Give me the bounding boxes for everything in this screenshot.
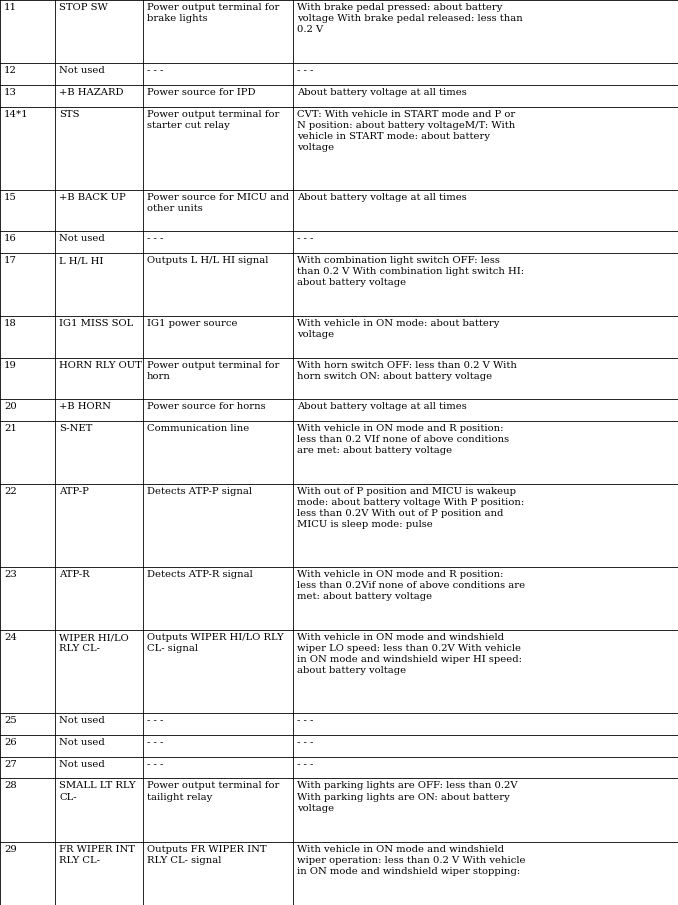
Text: With combination light switch OFF: less
than 0.2 V With combination light switch: With combination light switch OFF: less … xyxy=(297,256,524,287)
Text: Detects ATP-P signal: Detects ATP-P signal xyxy=(147,487,252,496)
Text: 28: 28 xyxy=(4,782,17,790)
Text: Power source for horns: Power source for horns xyxy=(147,402,266,411)
Text: About battery voltage at all times: About battery voltage at all times xyxy=(297,402,466,411)
Text: 26: 26 xyxy=(4,738,17,747)
Text: 22: 22 xyxy=(4,487,17,496)
Text: Power output terminal for
horn: Power output terminal for horn xyxy=(147,360,279,381)
Text: - - -: - - - xyxy=(147,66,163,75)
Text: - - -: - - - xyxy=(147,234,163,243)
Text: 24: 24 xyxy=(4,634,17,642)
Text: 25: 25 xyxy=(4,716,17,725)
Text: - - -: - - - xyxy=(147,759,163,768)
Text: +B BACK UP: +B BACK UP xyxy=(59,193,125,202)
Text: - - -: - - - xyxy=(297,716,313,725)
Text: FR WIPER INT
RLY CL-: FR WIPER INT RLY CL- xyxy=(59,844,135,865)
Text: - - -: - - - xyxy=(297,234,313,243)
Text: With parking lights are OFF: less than 0.2V
With parking lights are ON: about ba: With parking lights are OFF: less than 0… xyxy=(297,782,517,813)
Text: With out of P position and MICU is wakeup
mode: about battery voltage With P pos: With out of P position and MICU is wakeu… xyxy=(297,487,524,529)
Text: 16: 16 xyxy=(4,234,17,243)
Text: 12: 12 xyxy=(4,66,17,75)
Text: 17: 17 xyxy=(4,256,17,265)
Text: SMALL LT RLY
CL-: SMALL LT RLY CL- xyxy=(59,782,136,802)
Text: With vehicle in ON mode and R position:
less than 0.2 VIf none of above conditio: With vehicle in ON mode and R position: … xyxy=(297,424,509,455)
Text: Power output terminal for
starter cut relay: Power output terminal for starter cut re… xyxy=(147,110,279,130)
Text: Power output terminal for
brake lights: Power output terminal for brake lights xyxy=(147,3,279,24)
Text: About battery voltage at all times: About battery voltage at all times xyxy=(297,193,466,202)
Text: 18: 18 xyxy=(4,319,17,329)
Text: Detects ATP-R signal: Detects ATP-R signal xyxy=(147,570,253,579)
Text: 21: 21 xyxy=(4,424,17,433)
Text: 13: 13 xyxy=(4,88,17,97)
Text: Outputs FR WIPER INT
RLY CL- signal: Outputs FR WIPER INT RLY CL- signal xyxy=(147,844,266,865)
Text: About battery voltage at all times: About battery voltage at all times xyxy=(297,88,466,97)
Text: With horn switch OFF: less than 0.2 V With
horn switch ON: about battery voltage: With horn switch OFF: less than 0.2 V Wi… xyxy=(297,360,517,381)
Text: 29: 29 xyxy=(4,844,17,853)
Text: +B HORN: +B HORN xyxy=(59,402,111,411)
Text: L H/L HI: L H/L HI xyxy=(59,256,103,265)
Text: 23: 23 xyxy=(4,570,17,579)
Text: IG1 power source: IG1 power source xyxy=(147,319,237,329)
Text: 11: 11 xyxy=(4,3,17,12)
Text: +B HAZARD: +B HAZARD xyxy=(59,88,123,97)
Text: WIPER HI/LO
RLY CL-: WIPER HI/LO RLY CL- xyxy=(59,634,129,653)
Text: With brake pedal pressed: about battery
voltage With brake pedal released: less : With brake pedal pressed: about battery … xyxy=(297,3,523,34)
Text: 14*1: 14*1 xyxy=(4,110,28,119)
Text: 15: 15 xyxy=(4,193,17,202)
Text: Outputs L H/L HI signal: Outputs L H/L HI signal xyxy=(147,256,268,265)
Text: With vehicle in ON mode and R position:
less than 0.2Vif none of above condition: With vehicle in ON mode and R position: … xyxy=(297,570,525,601)
Text: STOP SW: STOP SW xyxy=(59,3,108,12)
Text: Not used: Not used xyxy=(59,716,104,725)
Text: IG1 MISS SOL: IG1 MISS SOL xyxy=(59,319,134,329)
Text: With vehicle in ON mode: about battery
voltage: With vehicle in ON mode: about battery v… xyxy=(297,319,500,339)
Text: With vehicle in ON mode and windshield
wiper LO speed: less than 0.2V With vehic: With vehicle in ON mode and windshield w… xyxy=(297,634,522,675)
Text: Not used: Not used xyxy=(59,759,104,768)
Text: 20: 20 xyxy=(4,402,17,411)
Text: - - -: - - - xyxy=(147,716,163,725)
Text: - - -: - - - xyxy=(297,759,313,768)
Text: - - -: - - - xyxy=(147,738,163,747)
Text: STS: STS xyxy=(59,110,79,119)
Text: With vehicle in ON mode and windshield
wiper operation: less than 0.2 V With veh: With vehicle in ON mode and windshield w… xyxy=(297,844,525,876)
Text: ATP-R: ATP-R xyxy=(59,570,89,579)
Text: S-NET: S-NET xyxy=(59,424,92,433)
Text: - - -: - - - xyxy=(297,66,313,75)
Text: CVT: With vehicle in START mode and P or
N position: about battery voltageM/T: W: CVT: With vehicle in START mode and P or… xyxy=(297,110,515,152)
Text: 19: 19 xyxy=(4,360,17,369)
Text: Outputs WIPER HI/LO RLY
CL- signal: Outputs WIPER HI/LO RLY CL- signal xyxy=(147,634,284,653)
Text: ATP-P: ATP-P xyxy=(59,487,89,496)
Text: Not used: Not used xyxy=(59,738,104,747)
Text: Power source for MICU and
other units: Power source for MICU and other units xyxy=(147,193,289,213)
Text: Not used: Not used xyxy=(59,234,104,243)
Text: Not used: Not used xyxy=(59,66,104,75)
Text: HORN RLY OUT: HORN RLY OUT xyxy=(59,360,142,369)
Text: Power output terminal for
tailight relay: Power output terminal for tailight relay xyxy=(147,782,279,802)
Text: 27: 27 xyxy=(4,759,17,768)
Text: Communication line: Communication line xyxy=(147,424,250,433)
Text: - - -: - - - xyxy=(297,738,313,747)
Text: Power source for IPD: Power source for IPD xyxy=(147,88,256,97)
